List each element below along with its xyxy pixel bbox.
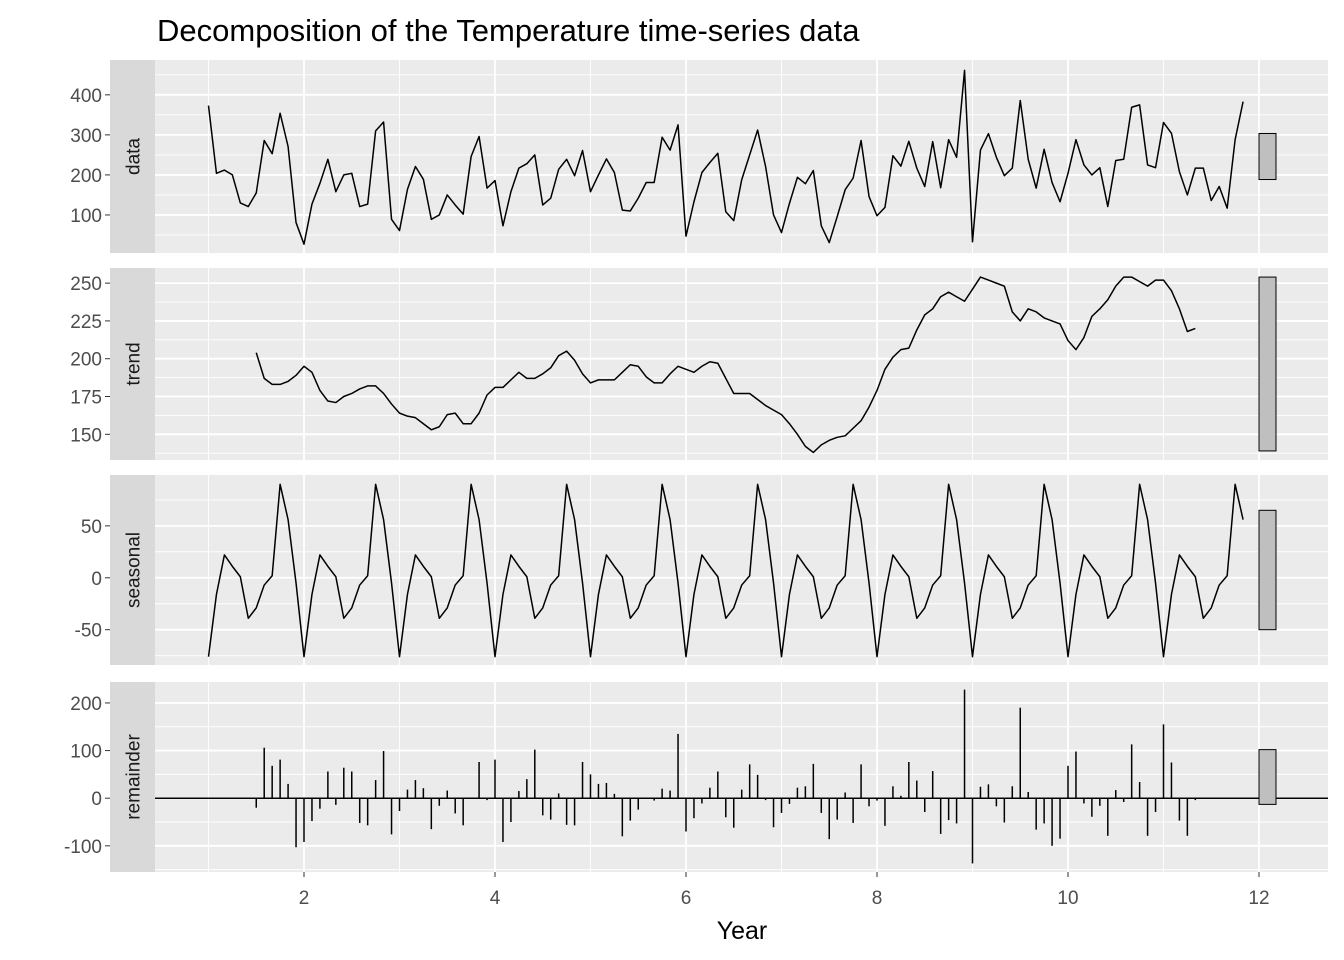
x-tick-label: 8 (872, 888, 883, 909)
strip-background (110, 475, 155, 665)
y-tick-label: 0 (91, 789, 102, 810)
x-axis: 2 4 6 8 10 12 (299, 872, 1270, 909)
strip-label-remainder: remainder (124, 734, 145, 820)
panel-trend: 150 175 200 225 250 trend (70, 268, 1328, 460)
scale-bar (1258, 132, 1277, 181)
scale-bar (1258, 749, 1277, 805)
x-tick-label: 2 (299, 888, 310, 909)
data-line (207, 69, 1244, 245)
x-axis-label: Year (717, 917, 768, 945)
strip-label-trend: trend (124, 342, 145, 385)
y-tick-label: 150 (70, 425, 102, 446)
strip-label-seasonal: seasonal (124, 532, 145, 608)
panel-background (155, 268, 1328, 460)
panel-seasonal: -50 0 50 seasonal (75, 475, 1328, 665)
panel-background (155, 60, 1328, 253)
y-tick-label: 0 (91, 569, 102, 590)
y-tick-label: 200 (70, 694, 102, 715)
panel-remainder: -100 0 100 200 remainder (64, 682, 1328, 872)
y-tick-label: 400 (70, 86, 102, 107)
y-tick-label: 250 (70, 274, 102, 295)
y-tick-label: 200 (70, 166, 102, 187)
scale-bar (1258, 509, 1277, 631)
trend-line (255, 276, 1196, 454)
seasonal-line (207, 483, 1244, 658)
y-tick-label: 100 (70, 206, 102, 227)
y-tick-label: 200 (70, 350, 102, 371)
scale-bar (1258, 276, 1277, 452)
y-tick-label: 300 (70, 126, 102, 147)
panels: 100 200 300 400 data 150 175 200 225 250 trend -50 0… (64, 60, 1328, 872)
y-tick-label: 225 (70, 312, 102, 333)
x-tick-label: 10 (1057, 888, 1078, 909)
y-tick-label: -50 (75, 621, 102, 642)
strip-background (110, 60, 155, 253)
chart-title: Decomposition of the Temperature time-se… (157, 13, 860, 48)
y-tick-label: -100 (64, 837, 102, 858)
y-tick-label: 175 (70, 388, 102, 409)
x-tick-label: 4 (490, 888, 501, 909)
y-tick-label: 50 (81, 517, 102, 538)
x-tick-label: 6 (681, 888, 692, 909)
strip-background (110, 268, 155, 460)
strip-background (110, 682, 155, 872)
strip-label-data: data (124, 138, 145, 175)
panel-background (155, 682, 1328, 872)
x-tick-label: 12 (1248, 888, 1269, 909)
y-tick-label: 100 (70, 742, 102, 763)
panel-data: 100 200 300 400 data (70, 60, 1328, 253)
